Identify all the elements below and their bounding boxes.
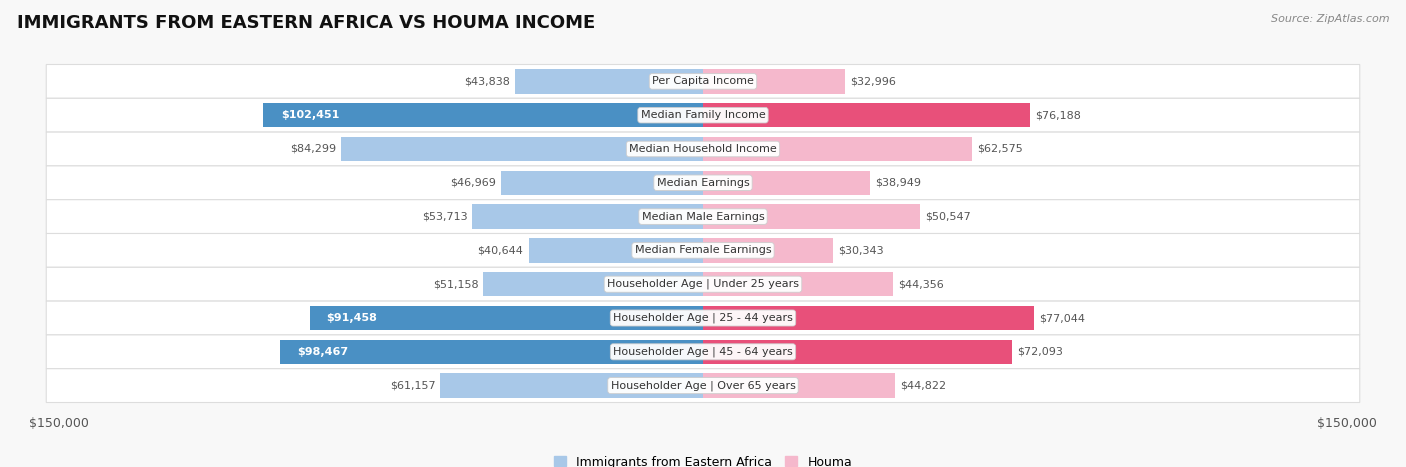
- Text: Source: ZipAtlas.com: Source: ZipAtlas.com: [1271, 14, 1389, 24]
- FancyBboxPatch shape: [46, 234, 1360, 267]
- Bar: [263, 103, 703, 127]
- Bar: [703, 238, 834, 262]
- Bar: [703, 137, 972, 161]
- Text: $61,157: $61,157: [389, 381, 436, 390]
- Text: $30,343: $30,343: [838, 245, 884, 255]
- FancyBboxPatch shape: [46, 267, 1360, 301]
- Bar: [703, 340, 1012, 364]
- Text: Per Capita Income: Per Capita Income: [652, 77, 754, 86]
- Text: $72,093: $72,093: [1018, 347, 1063, 357]
- FancyBboxPatch shape: [46, 301, 1360, 335]
- Text: $98,467: $98,467: [297, 347, 349, 357]
- Bar: [472, 205, 703, 229]
- Text: $53,713: $53,713: [422, 212, 467, 222]
- Text: $84,299: $84,299: [290, 144, 336, 154]
- Text: $44,822: $44,822: [901, 381, 946, 390]
- Bar: [703, 306, 1033, 330]
- Text: Householder Age | Under 25 years: Householder Age | Under 25 years: [607, 279, 799, 290]
- Text: Median Household Income: Median Household Income: [628, 144, 778, 154]
- Text: $46,969: $46,969: [450, 178, 496, 188]
- Text: Median Male Earnings: Median Male Earnings: [641, 212, 765, 222]
- FancyBboxPatch shape: [46, 335, 1360, 369]
- Text: Householder Age | Over 65 years: Householder Age | Over 65 years: [610, 380, 796, 391]
- Bar: [440, 374, 703, 398]
- Bar: [703, 374, 896, 398]
- Legend: Immigrants from Eastern Africa, Houma: Immigrants from Eastern Africa, Houma: [554, 456, 852, 467]
- Bar: [484, 272, 703, 297]
- Bar: [703, 103, 1031, 127]
- Text: $32,996: $32,996: [849, 77, 896, 86]
- Text: IMMIGRANTS FROM EASTERN AFRICA VS HOUMA INCOME: IMMIGRANTS FROM EASTERN AFRICA VS HOUMA …: [17, 14, 595, 32]
- Text: $40,644: $40,644: [478, 245, 523, 255]
- Text: Median Family Income: Median Family Income: [641, 110, 765, 120]
- FancyBboxPatch shape: [46, 166, 1360, 200]
- Bar: [311, 306, 703, 330]
- Text: Householder Age | 45 - 64 years: Householder Age | 45 - 64 years: [613, 347, 793, 357]
- Text: $77,044: $77,044: [1039, 313, 1085, 323]
- Text: $62,575: $62,575: [977, 144, 1022, 154]
- Bar: [703, 205, 920, 229]
- Text: Householder Age | 25 - 44 years: Householder Age | 25 - 44 years: [613, 313, 793, 323]
- FancyBboxPatch shape: [46, 132, 1360, 166]
- Bar: [703, 170, 870, 195]
- Text: $50,547: $50,547: [925, 212, 972, 222]
- Text: $102,451: $102,451: [281, 110, 339, 120]
- FancyBboxPatch shape: [46, 98, 1360, 132]
- Text: Median Earnings: Median Earnings: [657, 178, 749, 188]
- FancyBboxPatch shape: [46, 64, 1360, 98]
- Text: $44,356: $44,356: [898, 279, 945, 289]
- Text: $38,949: $38,949: [876, 178, 921, 188]
- Bar: [703, 69, 845, 93]
- FancyBboxPatch shape: [46, 369, 1360, 403]
- Bar: [280, 340, 703, 364]
- Bar: [515, 69, 703, 93]
- Text: $51,158: $51,158: [433, 279, 478, 289]
- Text: $43,838: $43,838: [464, 77, 510, 86]
- Text: $91,458: $91,458: [326, 313, 377, 323]
- Text: Median Female Earnings: Median Female Earnings: [634, 245, 772, 255]
- Bar: [529, 238, 703, 262]
- Text: $76,188: $76,188: [1035, 110, 1081, 120]
- FancyBboxPatch shape: [46, 200, 1360, 234]
- Bar: [502, 170, 703, 195]
- Bar: [703, 272, 893, 297]
- Bar: [342, 137, 703, 161]
